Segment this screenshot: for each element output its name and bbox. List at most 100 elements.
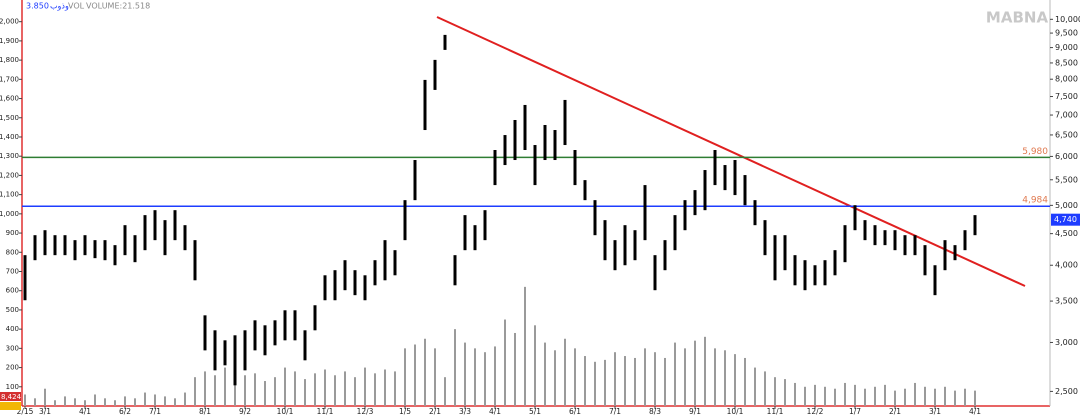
price-bar <box>593 200 597 236</box>
volume-bar <box>604 359 606 406</box>
volume-bar <box>824 386 826 406</box>
y2-tick-label: 900 <box>6 229 19 237</box>
volume-bar <box>184 392 186 406</box>
price-bar <box>373 260 377 286</box>
last-price-box <box>1051 213 1080 226</box>
price-bar <box>383 240 387 281</box>
price-bar <box>873 225 877 246</box>
price-bar <box>793 255 797 286</box>
y2-tick-label: 1,300 <box>0 152 19 160</box>
volume-bar <box>334 375 336 406</box>
price-bar <box>233 335 237 386</box>
volume-bar <box>954 390 956 406</box>
header-price: 3.850 <box>26 2 49 11</box>
price-bar <box>823 260 827 286</box>
price-bar <box>283 310 287 341</box>
price-bar <box>863 220 867 241</box>
y-tick-label: 10,000 <box>1055 15 1080 24</box>
y2-tick-label: 1,500 <box>0 114 19 122</box>
price-bar <box>533 145 537 186</box>
volume-bar <box>614 352 616 406</box>
volume-bar <box>484 352 486 406</box>
price-bar <box>573 150 577 186</box>
price-bar <box>183 225 187 251</box>
price-bar <box>343 260 347 291</box>
volume-bar <box>904 388 906 406</box>
volume-bar <box>364 367 366 406</box>
price-bar <box>323 275 327 301</box>
volume-bar <box>54 400 56 406</box>
x-tick-label: 7/1 <box>609 407 621 416</box>
price-bar <box>393 250 397 276</box>
volume-bar <box>154 394 156 406</box>
price-bar <box>513 119 517 161</box>
price-bar <box>743 175 747 206</box>
x-tick-label: 10/1 <box>277 407 294 416</box>
volume-bar <box>254 373 256 406</box>
volume-bar <box>534 325 536 406</box>
price-bar <box>353 270 357 296</box>
price-bar <box>263 325 267 356</box>
volume-bar <box>754 367 756 406</box>
volume-bar <box>934 388 936 406</box>
volume-bar <box>884 384 886 406</box>
y2-tick-label: 200 <box>6 364 19 372</box>
price-bar <box>973 215 977 236</box>
volume-bar <box>914 382 916 406</box>
price-bar <box>843 225 847 263</box>
volume-bar <box>84 400 86 406</box>
volume-bar <box>44 388 46 406</box>
x-tick-label: 3/3 <box>459 407 471 416</box>
x-tick-label: 2/15 <box>17 407 34 416</box>
price-bar <box>653 255 657 291</box>
x-tick-label: 10/1 <box>727 407 744 416</box>
header: 3.850 وذوب VOL VOLUME:21.518 <box>26 2 150 11</box>
volume-bar <box>164 396 166 406</box>
volume-bar <box>774 377 776 406</box>
price-bar <box>583 180 587 201</box>
volume-bar <box>224 367 226 406</box>
price-bar <box>463 215 467 251</box>
y-tick-label: 7,000 <box>1055 111 1078 120</box>
price-bar <box>53 235 57 256</box>
volume-bar <box>674 342 676 406</box>
volume-bar <box>784 379 786 406</box>
y2-tick-label: 1,400 <box>0 133 19 141</box>
volume-bar <box>394 371 396 406</box>
volume-bar <box>854 384 856 406</box>
volume-bar <box>174 398 176 406</box>
price-bar <box>683 200 687 231</box>
price-bar <box>313 305 317 331</box>
volume-bar <box>214 375 216 406</box>
price-bar <box>123 225 127 256</box>
y2-tick-label: 1,800 <box>0 56 19 64</box>
y-tick-label: 9,500 <box>1055 29 1078 38</box>
price-bar <box>643 185 647 241</box>
y2-tick-label: 1,700 <box>0 75 19 83</box>
volume-bar <box>474 348 476 406</box>
price-bar <box>193 240 197 281</box>
volume-bar <box>744 357 746 406</box>
price-bar <box>673 215 677 251</box>
volume-bar <box>324 369 326 406</box>
price-bar <box>953 245 957 261</box>
volume-bar <box>594 361 596 406</box>
price-bar <box>473 225 477 251</box>
price-bar <box>543 125 547 161</box>
volume-bar <box>804 386 806 406</box>
volume-bar <box>34 398 36 406</box>
price-bar <box>423 79 427 131</box>
price-bar <box>523 104 527 151</box>
volume-bar <box>764 371 766 406</box>
volume-bar <box>294 371 296 406</box>
y-tick-label: 6,500 <box>1055 130 1078 139</box>
x-tick-label: 5/1 <box>529 407 541 416</box>
volume-bar <box>304 379 306 406</box>
volume-bar <box>344 371 346 406</box>
price-bar <box>93 240 97 259</box>
volume-bar <box>314 373 316 406</box>
y-tick-label: 9,000 <box>1055 43 1078 52</box>
volume-bar <box>634 357 636 406</box>
